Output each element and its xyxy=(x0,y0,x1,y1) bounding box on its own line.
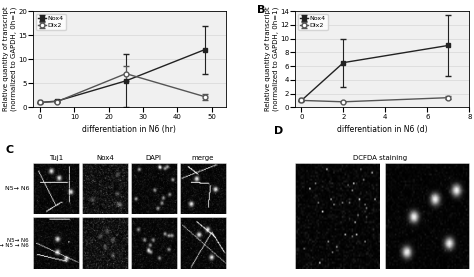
Text: B: B xyxy=(257,5,265,15)
X-axis label: differentiation in N6 (d): differentiation in N6 (d) xyxy=(337,125,428,134)
Legend: Nox4, Dlx2: Nox4, Dlx2 xyxy=(298,14,328,30)
Title: DCFDA staining: DCFDA staining xyxy=(353,155,407,161)
X-axis label: differentiation in N6 (hr): differentiation in N6 (hr) xyxy=(82,125,176,134)
Title: merge: merge xyxy=(191,155,214,161)
Y-axis label: Relative quantity of transcript
(normalized to GAPDH, 0h=1): Relative quantity of transcript (normali… xyxy=(3,7,17,112)
Title: DAPI: DAPI xyxy=(146,155,162,161)
Y-axis label: N5→ N6
→ N5 → N6: N5→ N6 → N5 → N6 xyxy=(0,238,29,248)
Legend: Nox4, Dlx2: Nox4, Dlx2 xyxy=(36,14,65,30)
Title: Tuj1: Tuj1 xyxy=(49,155,64,161)
Title: Nox4: Nox4 xyxy=(96,155,114,161)
Text: D: D xyxy=(274,126,283,136)
Y-axis label: Relative quantity of transcript
(normalized to GAPDH, 0h=1): Relative quantity of transcript (normali… xyxy=(265,7,279,112)
Y-axis label: N5→ N6: N5→ N6 xyxy=(5,186,29,191)
Text: C: C xyxy=(6,145,14,155)
